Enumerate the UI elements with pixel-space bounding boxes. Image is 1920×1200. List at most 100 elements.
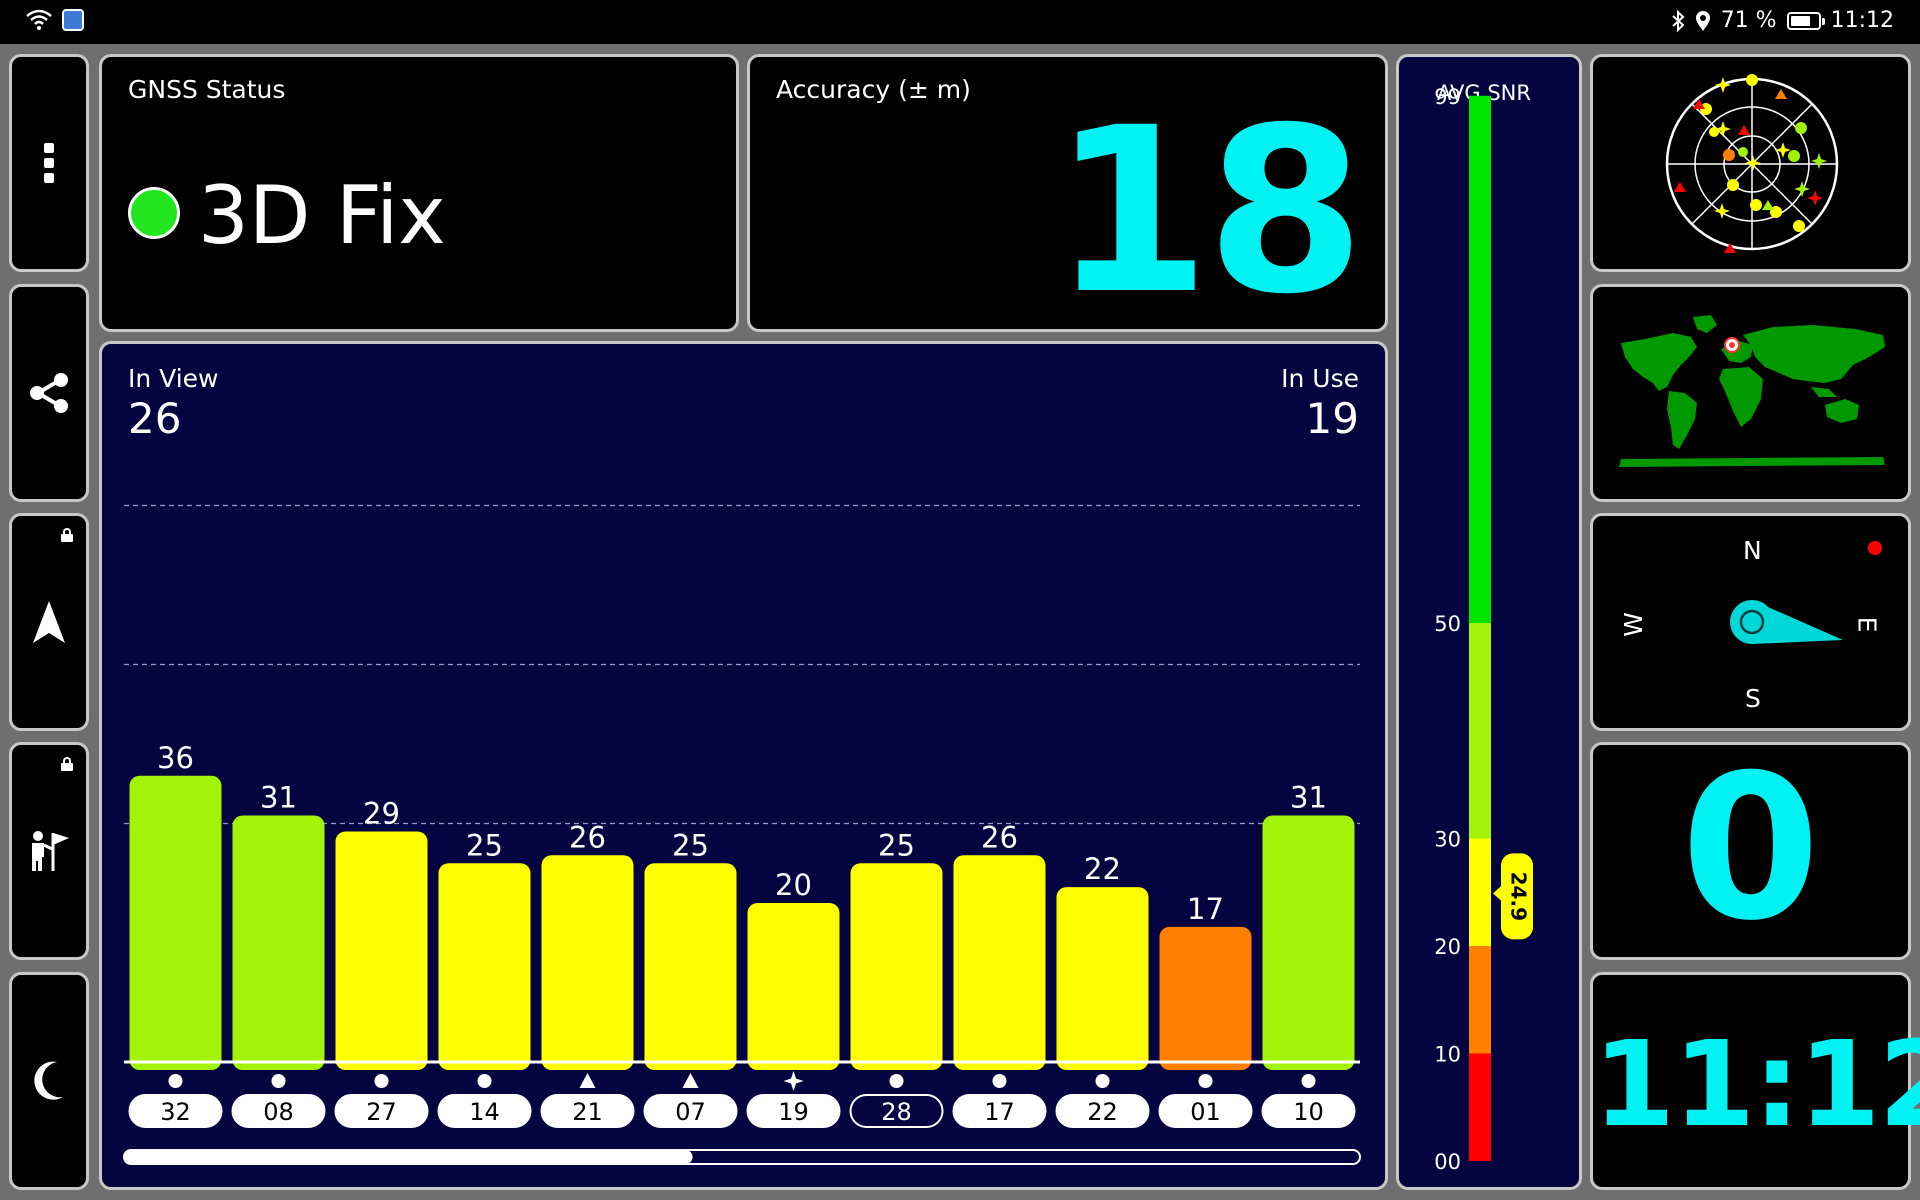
satellite-id-pill[interactable] xyxy=(334,1094,429,1128)
gps-symbol-icon xyxy=(1301,1074,1316,1088)
clock-panel[interactable]: 11:12 xyxy=(1590,972,1920,1190)
snr-bar xyxy=(850,863,943,1070)
accuracy-value: 18 xyxy=(1051,78,1365,344)
speed-value: 0 xyxy=(1680,732,1821,965)
status-time: 11:12 xyxy=(1830,8,1894,33)
satellite-id-label: 21 xyxy=(572,1098,603,1126)
satellite-id-pill[interactable] xyxy=(1055,1094,1150,1128)
bar-value-label: 26 xyxy=(569,820,606,854)
satellite-id-label: 07 xyxy=(675,1098,706,1126)
gnss-status-panel[interactable]: GNSS Status 3D Fix xyxy=(99,54,739,332)
snr-band xyxy=(1469,838,1491,946)
compass-panel[interactable]: N S E W xyxy=(1590,513,1911,731)
avg-snr-value: 24.9 xyxy=(1507,872,1531,921)
in-view-label: In View xyxy=(128,364,219,393)
snr-tick-label: 30 xyxy=(1434,828,1461,852)
satellite-id-pill[interactable] xyxy=(952,1094,1047,1128)
bar-value-label: 25 xyxy=(466,828,503,862)
accuracy-title: Accuracy (± m) xyxy=(776,75,971,104)
snr-bar xyxy=(1056,887,1149,1070)
clock-value: 11:12 xyxy=(1593,1015,1920,1153)
in-view-count: 26 xyxy=(128,394,182,443)
snr-band xyxy=(1469,1053,1491,1161)
satellite-id-label: 27 xyxy=(366,1098,397,1126)
satellite-id-pill[interactable] xyxy=(540,1094,635,1128)
hiker-flag-icon xyxy=(32,831,69,871)
glonass-symbol-icon xyxy=(579,1073,596,1088)
lock-icon xyxy=(60,757,74,771)
accuracy-panel[interactable]: Accuracy (± m) 18 xyxy=(747,54,1388,332)
moon-icon xyxy=(34,1061,63,1100)
snr-bar xyxy=(541,855,634,1070)
sky-plot xyxy=(1665,74,1839,253)
bar-value-label: 31 xyxy=(1290,781,1327,815)
snr-band xyxy=(1469,623,1491,839)
bar-value-label: 26 xyxy=(981,820,1018,854)
compass-north: N xyxy=(1743,536,1762,565)
share-icon xyxy=(30,373,68,413)
satellite-id-pill[interactable] xyxy=(1158,1094,1253,1128)
gps-symbol-icon xyxy=(168,1074,183,1088)
bar-value-label: 17 xyxy=(1187,892,1224,926)
snr-tick-label: 50 xyxy=(1434,612,1461,636)
gps-symbol-icon xyxy=(1095,1074,1110,1088)
world-map-panel[interactable] xyxy=(1590,284,1911,502)
bar-value-label: 25 xyxy=(672,828,709,862)
gps-symbol-icon xyxy=(889,1074,904,1088)
satellite-id-pill[interactable] xyxy=(643,1094,738,1128)
share-button[interactable] xyxy=(9,284,89,502)
snr-bar xyxy=(232,815,325,1070)
navigation-button[interactable] xyxy=(9,513,89,731)
snr-bar xyxy=(129,775,222,1070)
status-bar: 71 % 11:12 xyxy=(0,0,1920,44)
satellite-id-pill[interactable] xyxy=(437,1094,532,1128)
satellite-id-label: 19 xyxy=(778,1098,809,1126)
satellite-id-label: 22 xyxy=(1087,1098,1118,1126)
glonass-symbol-icon xyxy=(682,1073,699,1088)
in-use-count: 19 xyxy=(1305,394,1359,443)
bar-value-label: 25 xyxy=(878,828,915,862)
satellite-id-label: 17 xyxy=(984,1098,1015,1126)
satellite-id-label: 14 xyxy=(469,1098,500,1126)
satellite-id-pill[interactable] xyxy=(1261,1094,1356,1128)
satellite-id-label: 01 xyxy=(1190,1098,1221,1126)
speed-panel[interactable]: 0 xyxy=(1590,742,1911,960)
satellite-id-label: 10 xyxy=(1293,1098,1324,1126)
satellite-id-pill[interactable] xyxy=(128,1094,223,1128)
compass-needle-icon xyxy=(1730,541,1882,644)
bar-value-label: 31 xyxy=(260,781,297,815)
snr-band xyxy=(1469,95,1491,623)
app-icon xyxy=(62,9,84,31)
waypoint-button[interactable] xyxy=(9,742,89,960)
satellite-id-pill[interactable] xyxy=(231,1094,326,1128)
snr-bar xyxy=(1262,815,1355,1070)
more-menu-button[interactable] xyxy=(9,54,89,272)
gps-symbol-icon xyxy=(1198,1074,1213,1088)
sky-plot-panel[interactable] xyxy=(1590,54,1911,272)
wifi-icon xyxy=(26,9,52,30)
satellite-id-pill[interactable] xyxy=(746,1094,841,1128)
in-use-label: In Use xyxy=(1281,364,1359,393)
gps-symbol-icon xyxy=(992,1074,1007,1088)
snr-tick-label: 20 xyxy=(1434,935,1461,959)
compass-south: S xyxy=(1745,684,1761,713)
satellite-signal-panel[interactable]: In View 26 In Use 19 36 32 31 08 29 27 25 14 26 2… xyxy=(99,341,1388,1190)
snr-tick-label: 10 xyxy=(1434,1043,1461,1067)
satellite-id-label: 08 xyxy=(263,1098,294,1126)
battery-level xyxy=(1790,15,1811,26)
lock-icon xyxy=(60,528,74,542)
night-mode-button[interactable] xyxy=(9,972,89,1190)
satellite-id-pill[interactable] xyxy=(849,1094,944,1128)
avg-snr-pointer xyxy=(1493,884,1503,903)
gps-symbol-icon xyxy=(477,1074,492,1088)
snr-tick-label: 99 xyxy=(1434,85,1461,109)
gnss-fix-value: 3D Fix xyxy=(198,169,446,262)
world-map xyxy=(1619,315,1885,467)
location-icon xyxy=(1695,10,1710,31)
snr-bar xyxy=(335,831,428,1070)
more-vertical-icon xyxy=(44,143,54,183)
galileo-symbol-icon xyxy=(783,1071,804,1091)
avg-snr-panel: AVG SNR 99 50 30 20 10 00 24.9 xyxy=(1396,54,1582,1190)
bar-value-label: 29 xyxy=(363,796,400,830)
scrollbar-thumb[interactable] xyxy=(124,1150,693,1164)
